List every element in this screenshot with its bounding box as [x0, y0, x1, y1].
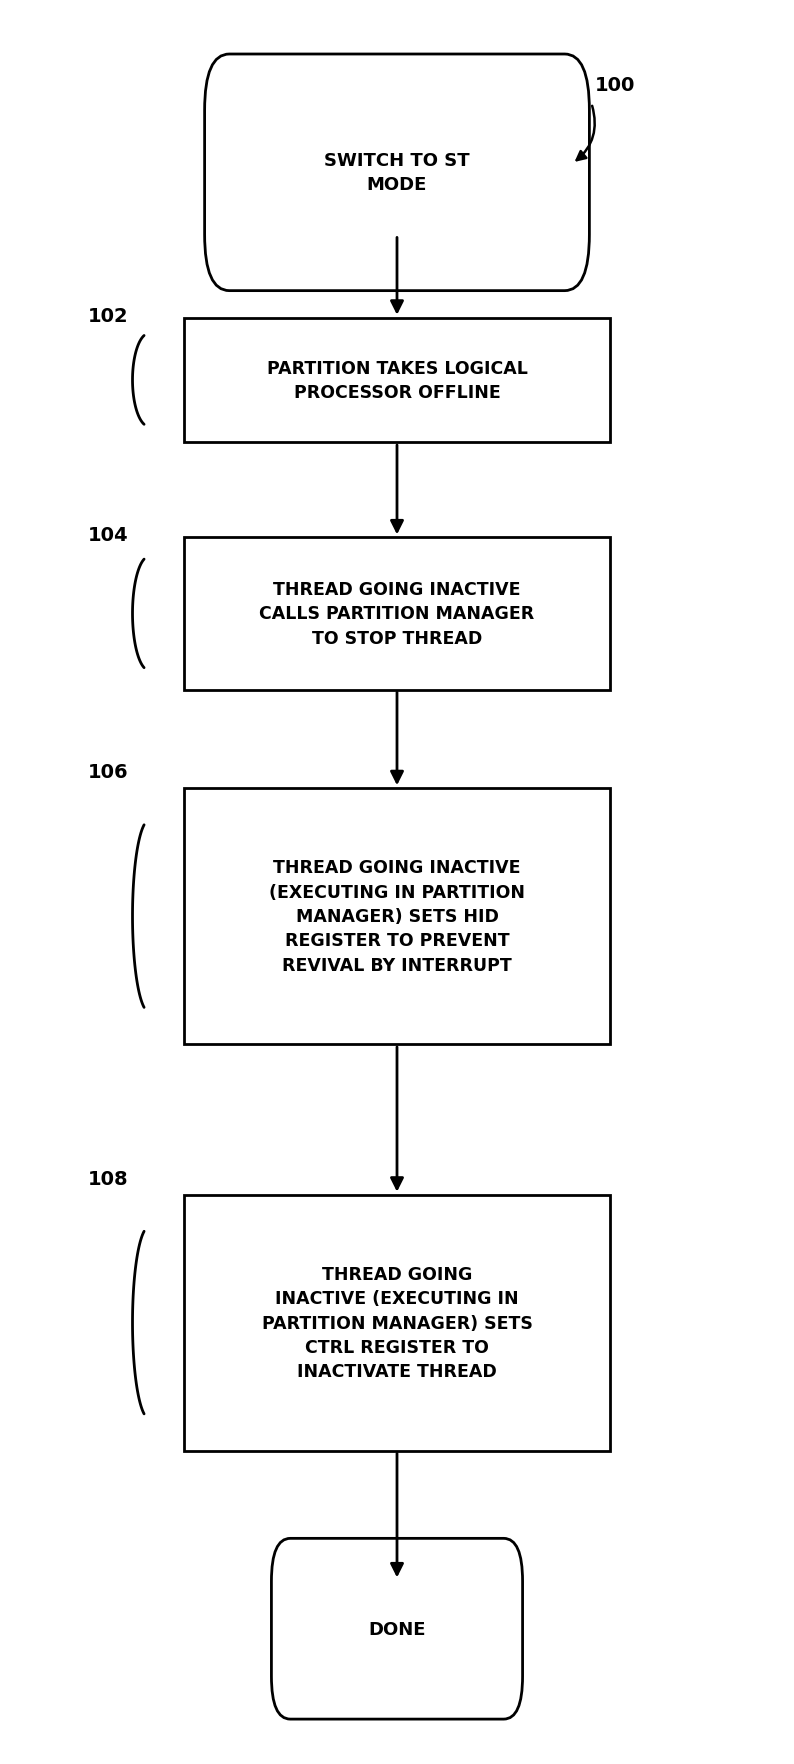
- FancyBboxPatch shape: [205, 55, 589, 291]
- Bar: [183, 789, 611, 1044]
- Text: 104: 104: [88, 526, 129, 545]
- Bar: [183, 319, 611, 443]
- Text: 100: 100: [596, 76, 635, 95]
- Text: 106: 106: [88, 762, 129, 781]
- Text: PARTITION TAKES LOGICAL
PROCESSOR OFFLINE: PARTITION TAKES LOGICAL PROCESSOR OFFLIN…: [267, 360, 527, 402]
- FancyBboxPatch shape: [272, 1538, 522, 1720]
- Text: THREAD GOING INACTIVE
(EXECUTING IN PARTITION
MANAGER) SETS HID
REGISTER TO PREV: THREAD GOING INACTIVE (EXECUTING IN PART…: [269, 859, 525, 974]
- Text: 102: 102: [88, 307, 129, 325]
- Text: THREAD GOING
INACTIVE (EXECUTING IN
PARTITION MANAGER) SETS
CTRL REGISTER TO
INA: THREAD GOING INACTIVE (EXECUTING IN PART…: [261, 1265, 533, 1381]
- Bar: [183, 538, 611, 690]
- Text: THREAD GOING INACTIVE
CALLS PARTITION MANAGER
TO STOP THREAD: THREAD GOING INACTIVE CALLS PARTITION MA…: [260, 580, 534, 647]
- Text: DONE: DONE: [368, 1619, 426, 1637]
- Text: 108: 108: [88, 1170, 129, 1187]
- Bar: [183, 1194, 611, 1450]
- Text: SWITCH TO ST
MODE: SWITCH TO ST MODE: [324, 152, 470, 194]
